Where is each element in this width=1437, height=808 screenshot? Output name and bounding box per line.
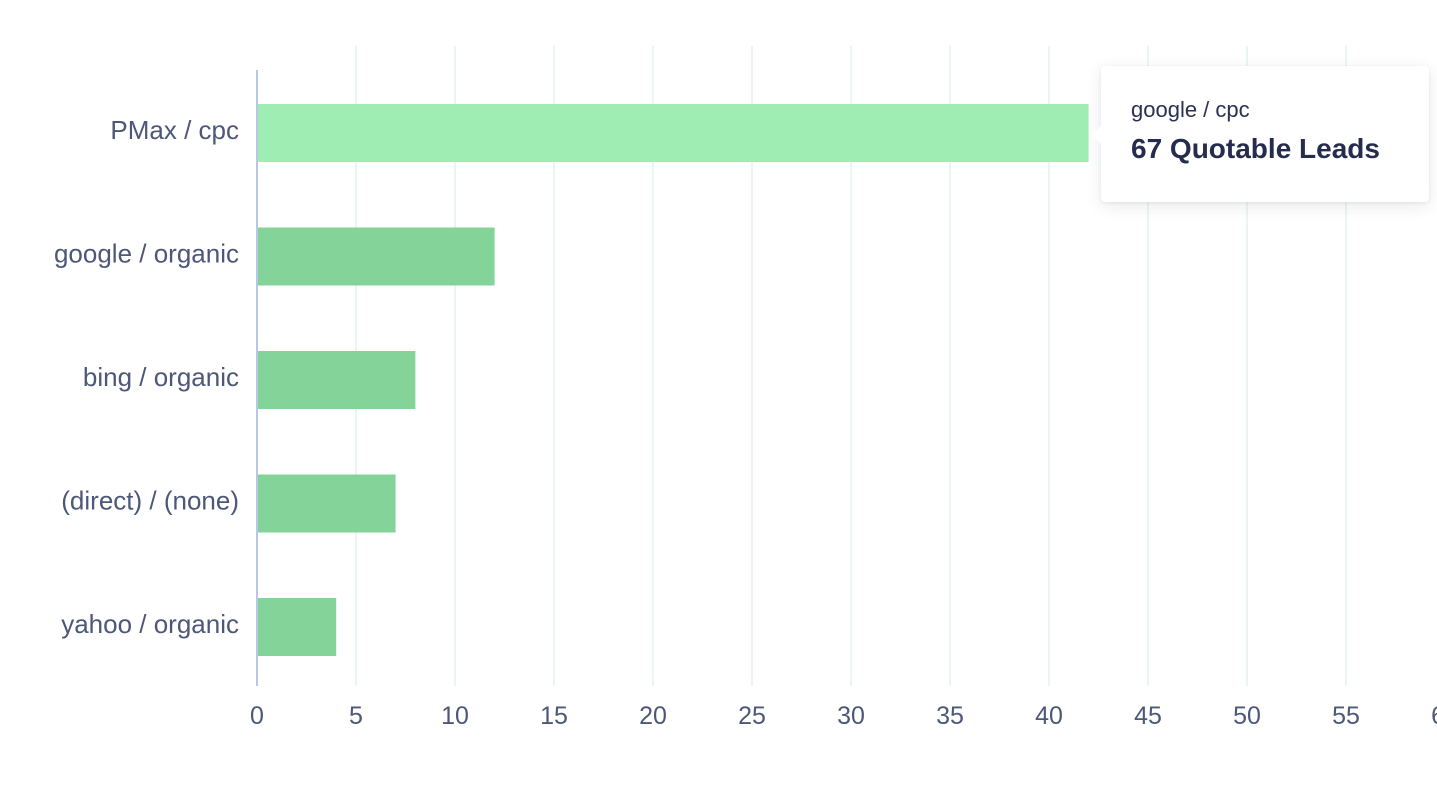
category-label: PMax / cpc — [110, 115, 239, 145]
x-tick-label: 30 — [837, 702, 865, 730]
x-tick-labels: 0 5 10 15 20 25 30 35 40 45 50 55 60 — [250, 702, 1437, 730]
bar — [257, 351, 416, 409]
x-tick-label: 25 — [738, 702, 766, 730]
x-tick-label: 45 — [1134, 702, 1162, 730]
bar — [257, 598, 337, 656]
x-tick-label: 0 — [250, 702, 264, 730]
tooltip-source-label: google / cpc — [1131, 97, 1250, 122]
x-tick-label: 10 — [441, 702, 469, 730]
category-label: bing / organic — [83, 362, 239, 392]
bar — [257, 227, 495, 286]
category-labels: PMax / cpc google / organic bing / organic… — [54, 115, 239, 639]
x-tick-label: 15 — [540, 702, 568, 730]
bar — [257, 474, 396, 533]
x-tick-label: 5 — [349, 702, 363, 730]
bar-tooltip: google / cpc 67 Quotable Leads — [1092, 66, 1429, 202]
x-tick-label: 50 — [1233, 702, 1261, 730]
tooltip-value-label: 67 Quotable Leads — [1131, 133, 1380, 164]
x-tick-label: 60 — [1431, 702, 1437, 730]
category-label: yahoo / organic — [61, 609, 239, 639]
category-label: (direct) / (none) — [61, 485, 239, 515]
x-tick-label: 20 — [639, 702, 667, 730]
x-tick-label: 55 — [1332, 702, 1360, 730]
x-tick-label: 40 — [1035, 702, 1063, 730]
bar — [257, 104, 1089, 162]
x-tick-label: 35 — [936, 702, 964, 730]
bars — [257, 104, 1089, 656]
category-label: google / organic — [54, 238, 239, 268]
